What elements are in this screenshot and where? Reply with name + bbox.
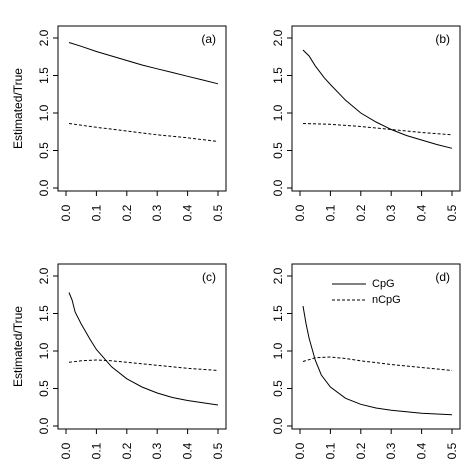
y-tick-label: 2.0 [271,267,285,284]
x-tick-label: 0.4 [181,204,195,221]
x-tick-label: 0.5 [445,204,459,221]
y-tick-label: 1.0 [37,104,51,121]
x-tick-label: 0.4 [415,204,429,221]
series-line-cpg [68,42,219,85]
x-tick-label: 0.5 [445,442,459,459]
x-tick-label: 0.0 [293,204,307,221]
y-tick-label: 2.0 [37,29,51,46]
plot-frame [57,25,227,192]
y-tick-label: 1.5 [271,305,285,322]
series-line-ncpg [68,123,219,142]
x-tick-label: 0.2 [354,442,368,459]
panel-label: (c) [202,270,216,284]
x-tick-label: 0.3 [150,204,164,221]
y-tick-label: 1.5 [271,67,285,84]
y-axis-title: Estimated/True [11,306,25,387]
x-tick-label: 0.2 [354,204,368,221]
panel-a: 0.0 0.5 1.0 1.5 2.0 0.0 0.1 0.2 0.3 0.4 0.5 Estimat… [11,25,227,221]
panel-label: (a) [201,32,216,46]
y-tick-label: 1.5 [37,67,51,84]
panel-d: 0.0 0.5 1.0 1.5 2.0 0.0 0.1 0.2 0.3 0.4 0.5 (d) CpG n… [271,263,461,459]
legend-label: CpG [372,278,395,290]
x-tick-label: 0.3 [384,442,398,459]
plot-frame [57,263,227,430]
y-tick-label: 1.0 [271,104,285,121]
x-tick-label: 0.5 [211,442,225,459]
x-tick-label: 0.5 [211,204,225,221]
x-tick-label: 0.2 [120,442,134,459]
y-tick-label: 1.0 [271,342,285,359]
y-tick-label: 1.0 [37,342,51,359]
x-tick-label: 0.3 [150,442,164,459]
plot-frame [291,25,461,192]
y-tick-label: 0.5 [37,142,51,159]
x-tick-label: 0.1 [89,442,103,459]
x-tick-label: 0.4 [181,442,195,459]
x-tick-label: 0.0 [59,442,73,459]
x-tick-label: 0.3 [384,204,398,221]
x-tick-label: 0.0 [293,442,307,459]
y-tick-label: 2.0 [37,267,51,284]
x-tick-label: 0.1 [323,204,337,221]
x-tick-label: 0.4 [415,442,429,459]
y-tick-label: 2.0 [271,29,285,46]
y-tick-label: 0.0 [37,179,51,196]
series-line-ncpg [302,356,453,371]
series-line-ncpg [302,123,453,136]
legend-label: nCpG [372,294,401,306]
plot-frame [291,263,461,430]
series-line-cpg [302,305,453,416]
y-tick-label: 0.5 [271,142,285,159]
panel-label: (b) [435,32,450,46]
x-tick-label: 0.1 [323,442,337,459]
panel-c: 0.0 0.5 1.0 1.5 2.0 0.0 0.1 0.2 0.3 0.4 0.5 Estimat… [11,263,227,459]
y-tick-label: 0.0 [37,417,51,434]
series-line-cpg [68,292,219,406]
y-axis-title: Estimated/True [11,68,25,149]
y-tick-label: 0.0 [271,179,285,196]
series-line-cpg [302,49,453,149]
panel-b: 0.0 0.5 1.0 1.5 2.0 0.0 0.1 0.2 0.3 0.4 0.5 (b) [271,25,461,221]
y-tick-label: 0.5 [271,380,285,397]
x-tick-label: 0.2 [120,204,134,221]
x-tick-label: 0.1 [89,204,103,221]
y-tick-label: 0.0 [271,417,285,434]
y-tick-label: 0.5 [37,380,51,397]
series-line-ncpg [68,359,219,371]
x-tick-label: 0.0 [59,204,73,221]
panel-label: (d) [435,270,450,284]
y-tick-label: 1.5 [37,305,51,322]
